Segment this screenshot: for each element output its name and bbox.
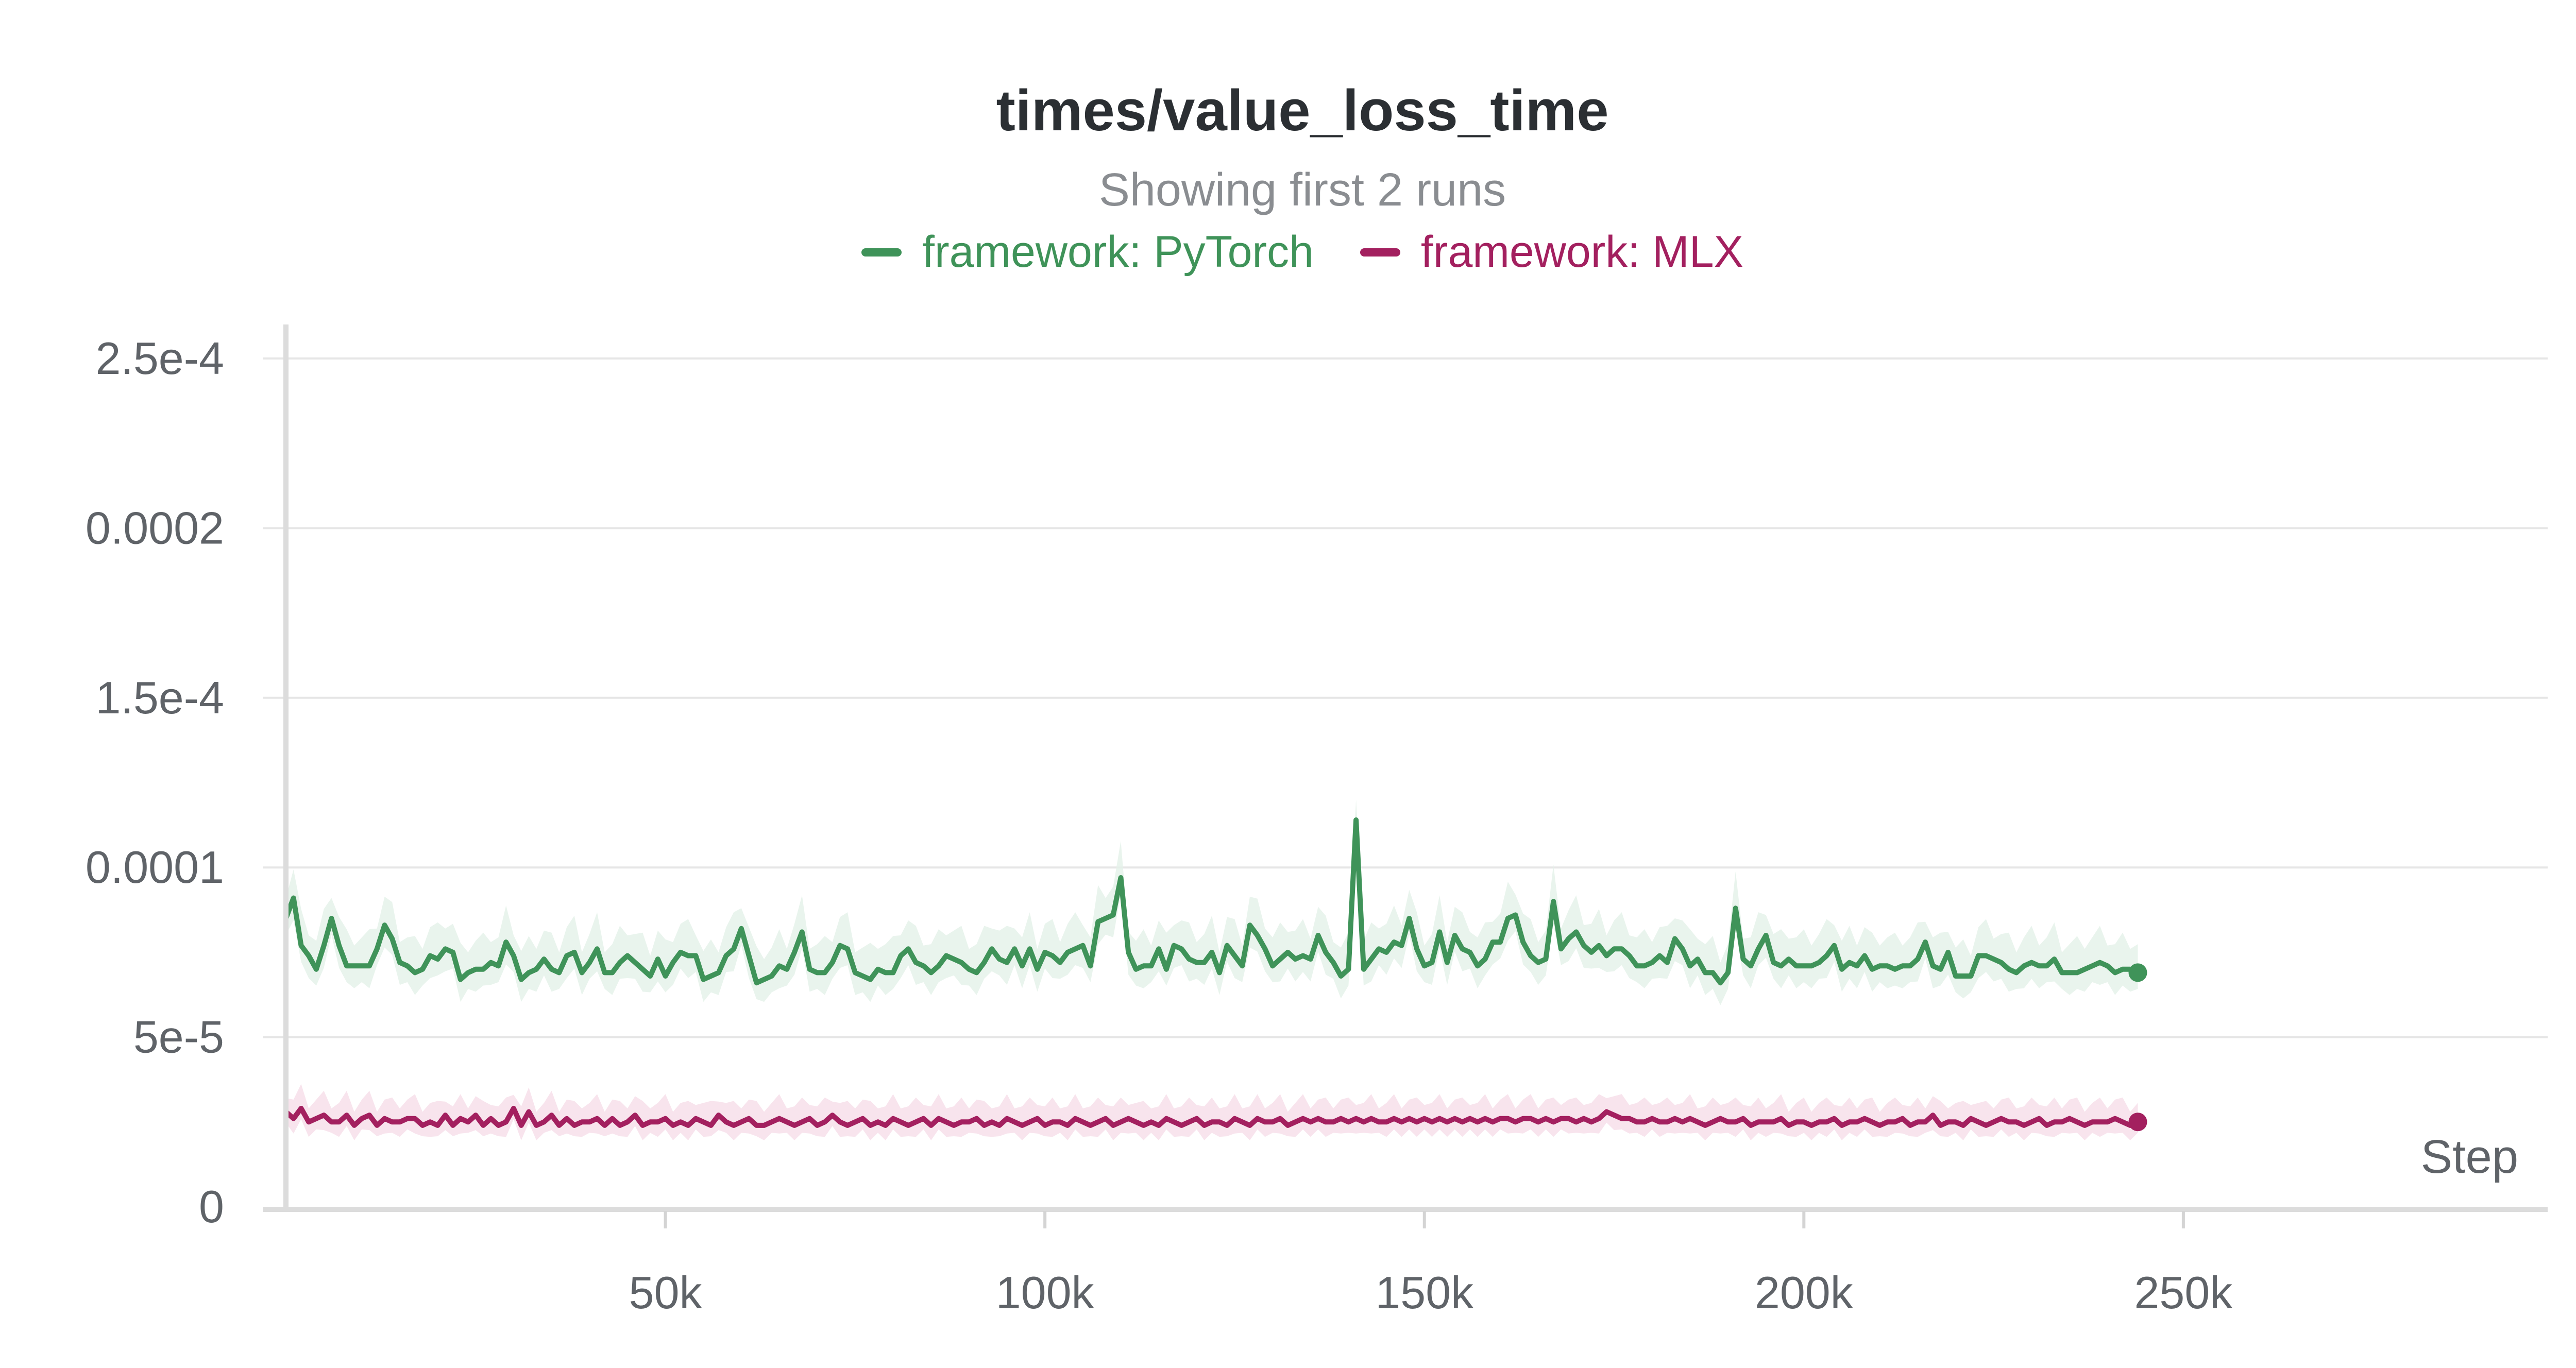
series-line-0[interactable] [283,817,2139,986]
y-tick-label: 0.0001 [86,842,224,893]
legend-label-pytorch: framework: PyTorch [922,227,1314,277]
y-tick-label: 2.5e-4 [95,333,224,384]
y-tick-label: 5e-5 [133,1012,224,1063]
series-end-point-0[interactable] [2128,963,2147,982]
y-tick-label: 0 [199,1181,224,1232]
legend-item-mlx[interactable]: framework: MLX [1360,227,1743,278]
legend-swatch-pytorch [861,248,902,256]
series-band-1 [286,1084,2138,1140]
x-tick-label: 100k [996,1267,1095,1318]
x-tick-label: 150k [1375,1267,1474,1318]
x-axis-label: Step [2421,1131,2518,1183]
y-tick-label: 0.0002 [86,502,224,553]
chart-legend: framework: PyTorch framework: MLX [0,227,2576,278]
axes: 0 5e-5 0.0001 1.5e-4 0.0002 2.5e-4 50k 100k 150k… [86,324,2548,1318]
series-band-0 [286,799,2138,1005]
legend-item-pytorch[interactable]: framework: PyTorch [861,227,1314,278]
series-end-point-1[interactable] [2128,1113,2147,1132]
x-tick-label: 50k [629,1267,703,1318]
y-tick-label: 1.5e-4 [95,672,224,723]
legend-swatch-mlx [1360,248,1400,256]
legend-label-mlx: framework: MLX [1420,227,1743,277]
grid-lines [263,357,2548,1038]
chart-subtitle: Showing first 2 runs [1098,164,1506,216]
series-lines [283,817,2147,1132]
series-line-1[interactable] [284,1105,2139,1128]
series-bands [286,799,2138,1140]
x-tick-label: 250k [2134,1267,2233,1318]
chart-title: times/value_loss_time [996,78,1609,143]
x-tick-label: 200k [1755,1267,1854,1318]
